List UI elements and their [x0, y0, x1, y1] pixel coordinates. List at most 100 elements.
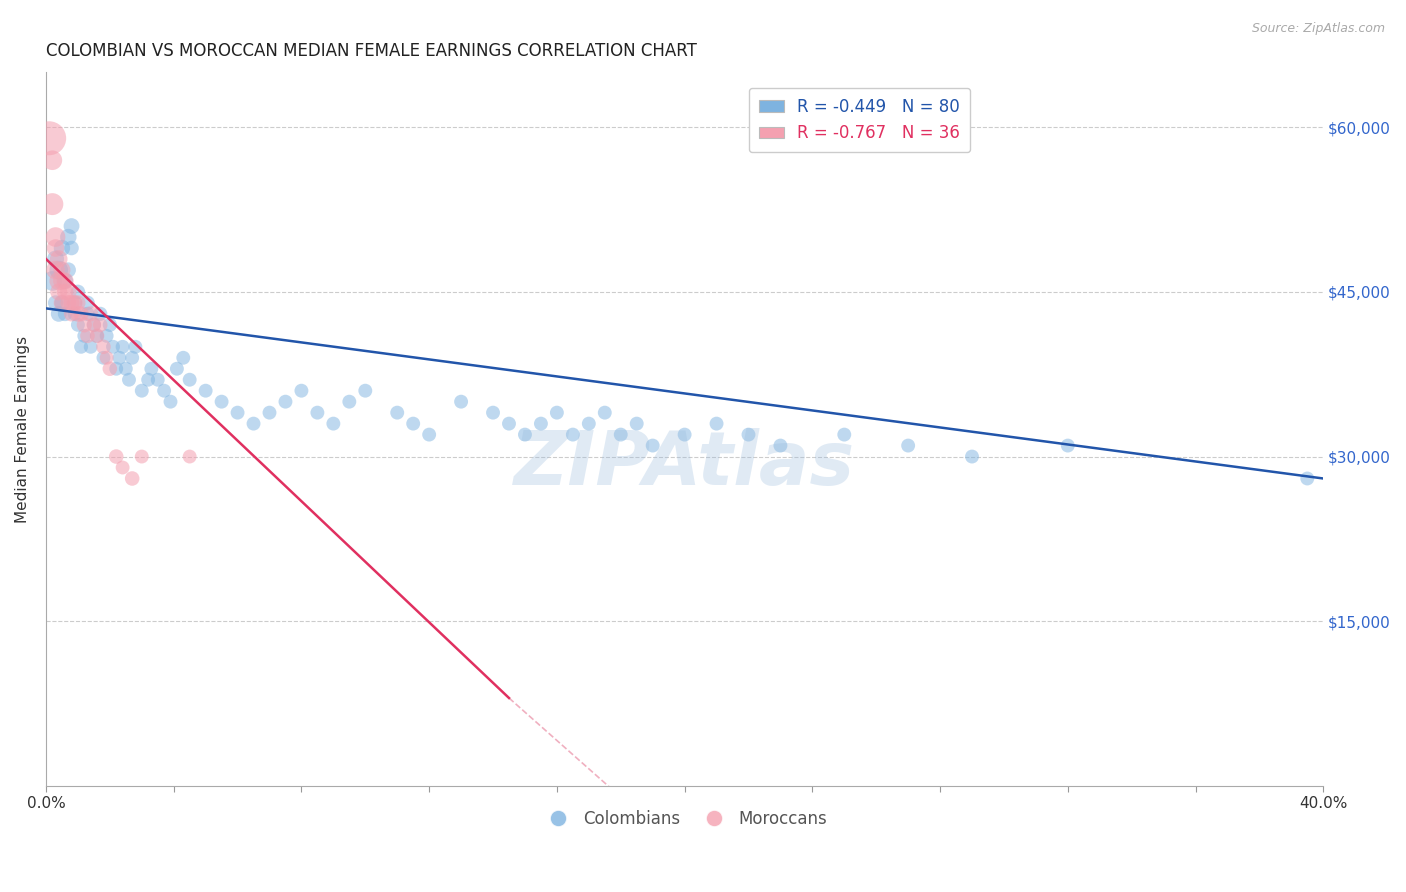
Point — [105, 361, 128, 376]
Point — [593, 406, 616, 420]
Point — [402, 417, 425, 431]
Point — [41, 274, 63, 288]
Point — [51, 296, 73, 310]
Point — [530, 417, 553, 431]
Point — [121, 351, 143, 365]
Point — [354, 384, 377, 398]
Point — [1056, 439, 1078, 453]
Point — [274, 394, 297, 409]
Point — [58, 285, 80, 299]
Point — [93, 351, 115, 365]
Point — [76, 296, 98, 310]
Point — [136, 373, 159, 387]
Point — [79, 340, 101, 354]
Point — [96, 351, 118, 365]
Point — [48, 307, 70, 321]
Point — [66, 285, 89, 299]
Point — [45, 296, 67, 310]
Point — [146, 373, 169, 387]
Point — [41, 153, 63, 168]
Point — [58, 263, 80, 277]
Legend: Colombians, Moroccans: Colombians, Moroccans — [536, 803, 834, 835]
Text: COLOMBIAN VS MOROCCAN MEDIAN FEMALE EARNINGS CORRELATION CHART: COLOMBIAN VS MOROCCAN MEDIAN FEMALE EARN… — [46, 42, 697, 60]
Point — [38, 131, 60, 145]
Point — [108, 351, 131, 365]
Point — [73, 318, 96, 332]
Point — [45, 252, 67, 266]
Point — [53, 274, 76, 288]
Point — [76, 307, 98, 321]
Point — [73, 328, 96, 343]
Point — [53, 285, 76, 299]
Point — [513, 427, 536, 442]
Y-axis label: Median Female Earnings: Median Female Earnings — [15, 335, 30, 523]
Point — [111, 460, 134, 475]
Point — [307, 406, 329, 420]
Point — [242, 417, 264, 431]
Point — [641, 439, 664, 453]
Point — [60, 307, 83, 321]
Point — [124, 340, 146, 354]
Point — [51, 296, 73, 310]
Point — [45, 263, 67, 277]
Point — [93, 340, 115, 354]
Point — [179, 450, 201, 464]
Point — [66, 296, 89, 310]
Point — [86, 328, 108, 343]
Point — [561, 427, 583, 442]
Point — [51, 274, 73, 288]
Point — [118, 373, 141, 387]
Point — [626, 417, 648, 431]
Point — [546, 406, 568, 420]
Point — [63, 296, 86, 310]
Point — [70, 340, 93, 354]
Point — [63, 307, 86, 321]
Point — [610, 427, 633, 442]
Point — [960, 450, 983, 464]
Point — [48, 263, 70, 277]
Point — [51, 241, 73, 255]
Point — [706, 417, 728, 431]
Point — [63, 296, 86, 310]
Point — [96, 328, 118, 343]
Point — [111, 340, 134, 354]
Point — [66, 318, 89, 332]
Point — [737, 427, 759, 442]
Point — [211, 394, 233, 409]
Point — [769, 439, 792, 453]
Point — [153, 384, 176, 398]
Point — [51, 263, 73, 277]
Point — [86, 328, 108, 343]
Text: ZIPAtlas: ZIPAtlas — [515, 428, 855, 501]
Point — [387, 406, 409, 420]
Point — [83, 318, 105, 332]
Point — [89, 318, 111, 332]
Point — [450, 394, 472, 409]
Point — [322, 417, 344, 431]
Point — [166, 361, 188, 376]
Point — [60, 219, 83, 233]
Point — [179, 373, 201, 387]
Point — [98, 318, 121, 332]
Point — [101, 340, 124, 354]
Point — [290, 384, 312, 398]
Point — [897, 439, 920, 453]
Point — [89, 307, 111, 321]
Point — [498, 417, 520, 431]
Point — [66, 307, 89, 321]
Point — [673, 427, 696, 442]
Point — [53, 274, 76, 288]
Point — [141, 361, 163, 376]
Point — [482, 406, 505, 420]
Point — [60, 241, 83, 255]
Point — [194, 384, 217, 398]
Point — [159, 394, 181, 409]
Point — [58, 296, 80, 310]
Point — [83, 318, 105, 332]
Point — [58, 230, 80, 244]
Point — [259, 406, 281, 420]
Point — [172, 351, 194, 365]
Point — [98, 361, 121, 376]
Point — [41, 197, 63, 211]
Point — [76, 328, 98, 343]
